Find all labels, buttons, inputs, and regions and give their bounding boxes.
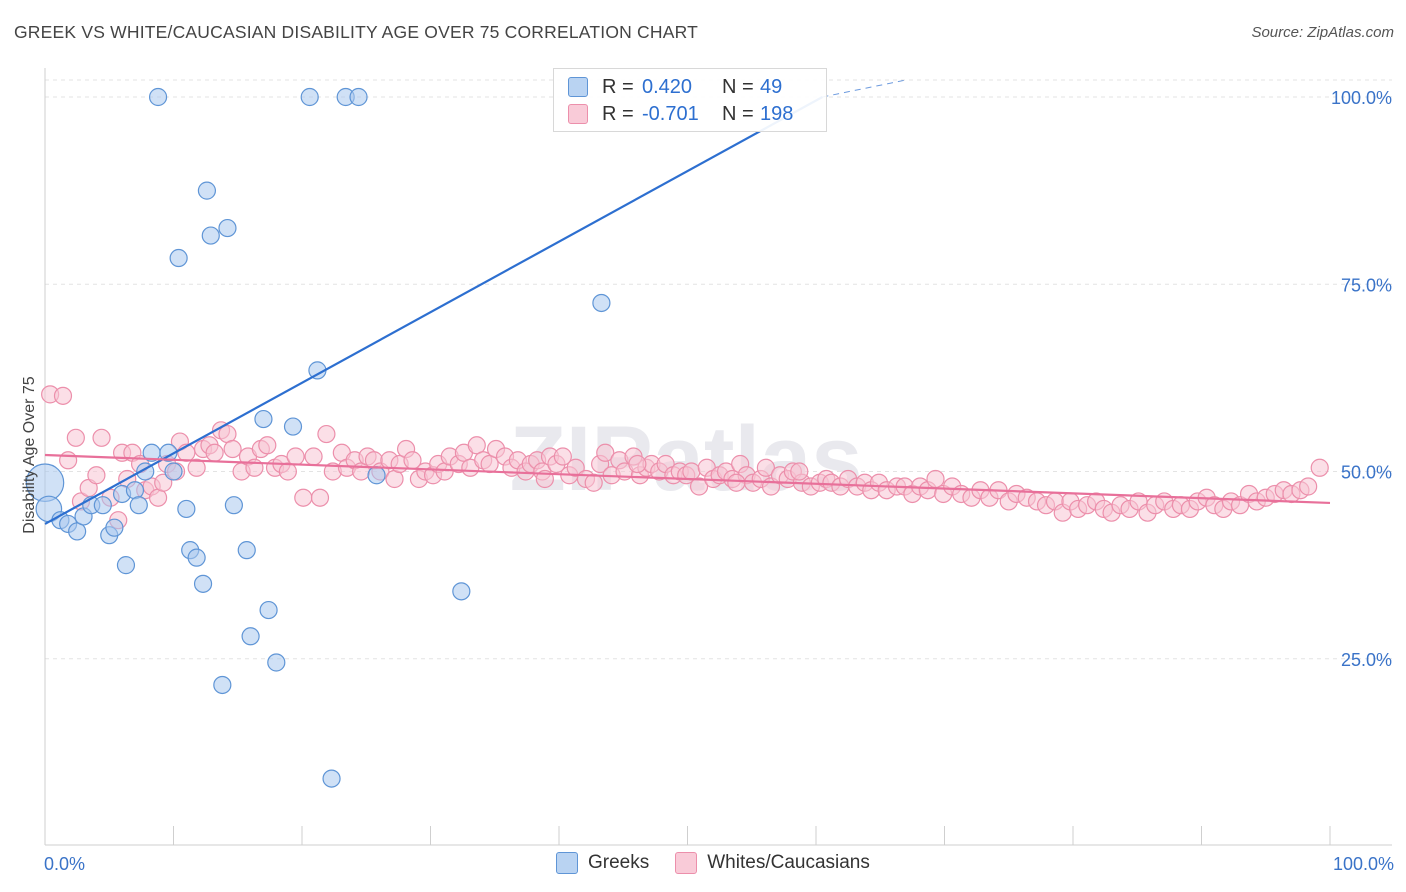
greeks-point [218,218,237,238]
whites-point [553,447,572,466]
greeks-point [367,466,386,485]
greeks-point [105,518,124,537]
greeks-point [452,582,471,601]
greeks-point [125,481,145,500]
greeks-point [300,87,319,107]
greeks-point [116,556,136,575]
whites-point [628,454,647,474]
y-tick-label: 25.0% [1341,650,1392,670]
whites-point [258,436,277,455]
whites-point [926,469,945,489]
legend-swatch-whites [568,104,588,124]
legend-n-value: 49 [760,75,783,98]
greeks-point [93,496,112,515]
legend-item-whites: Whites/Caucasians [675,852,870,874]
whites-point [205,443,224,462]
greeks-trend-extension [822,79,907,98]
whites-point [92,428,111,447]
whites-point [187,458,206,477]
y-axis-title: Disability Age Over 75 [21,376,38,534]
y-tick-label: 50.0% [1341,463,1392,483]
greeks-point [148,87,168,107]
whites-point [53,386,73,405]
greeks-point [197,181,217,200]
legend-r-value: -0.701 [642,102,699,125]
whites-point [756,458,775,477]
whites-point [566,458,585,477]
chart-title: GREEK VS WHITE/CAUCASIAN DISABILITY AGE … [14,22,698,42]
whites-point [467,436,486,455]
legend-r-label: R = [602,102,634,125]
x-tick-label: 0.0% [44,854,85,874]
greeks-points [25,87,611,788]
greeks-point [259,600,278,620]
whites-point [317,424,336,444]
whites-point [310,488,330,507]
legend-row-whites: R = -0.701 N = 198 [568,101,793,127]
greeks-point [159,443,178,462]
trend-lines [44,79,1331,525]
whites-point [66,428,85,447]
legend-n-label: N = [722,75,754,98]
legend-item-greeks: Greeks [556,852,649,874]
axes [44,68,1392,846]
greeks-point [187,548,206,567]
greeks-point [68,522,87,541]
greeks-point [322,769,341,788]
whites-point [1299,477,1318,496]
legend-r-value: 0.420 [642,75,693,98]
whites-point [278,462,297,481]
greeks-point [177,499,196,519]
whites-point [584,473,603,492]
greeks-trend-line [44,96,823,525]
greeks-point [164,462,183,481]
greeks-point [201,226,220,245]
whites-point [304,447,323,466]
correlation-legend: R = 0.420 N = 49 R = -0.701 N = 198 [553,68,827,132]
greeks-point [283,417,303,436]
whites-point [727,473,746,492]
greeks-point [254,409,273,429]
source-label: Source: ZipAtlas.com [1251,24,1394,41]
legend-label-greeks: Greeks [588,852,650,873]
whites-point [790,462,809,481]
whites-point [87,466,106,485]
greeks-point [267,653,286,672]
legend-swatch-greeks [568,77,588,97]
greeks-point [224,496,243,515]
y-tick-label: 75.0% [1341,275,1392,295]
greeks-point [592,293,611,313]
legend-r-label: R = [602,75,634,98]
x-tick-label: 100.0% [1333,854,1394,874]
legend-swatch-whites [675,852,698,874]
legend-n-value: 198 [760,102,794,125]
greeks-point [193,574,213,593]
grid-lines [45,79,1392,660]
whites-point [154,473,173,492]
greeks-point [213,675,232,695]
legend-row-greeks: R = 0.420 N = 49 [568,74,782,100]
whites-point [1310,458,1329,477]
legend-swatch-greeks [556,852,578,874]
greeks-point [237,541,256,560]
whites-point [286,447,305,466]
greeks-point [349,87,368,107]
legend-label-whites: Whites/Caucasians [707,852,870,873]
whites-point [596,443,615,462]
greeks-point [241,627,260,646]
whites-trend-line [44,453,1331,505]
axis-labels: 100.0% 75.0% 50.0% 25.0% 0.0% 100.0% Disabilit… [21,88,1394,874]
whites-point [59,451,78,470]
greeks-point [169,248,188,268]
legend-n-label: N = [722,102,754,125]
whites-point [223,439,242,459]
whites-point [682,462,701,481]
whites-point [689,477,709,496]
y-tick-label: 100.0% [1331,88,1392,108]
series-legend: Greeks Whites/Caucasians [556,852,896,874]
whites-point [294,488,313,507]
greeks-point [129,496,148,515]
